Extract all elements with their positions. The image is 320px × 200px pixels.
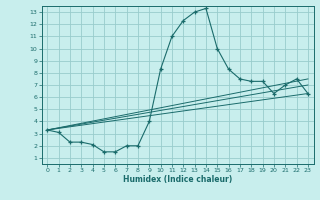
X-axis label: Humidex (Indice chaleur): Humidex (Indice chaleur): [123, 175, 232, 184]
